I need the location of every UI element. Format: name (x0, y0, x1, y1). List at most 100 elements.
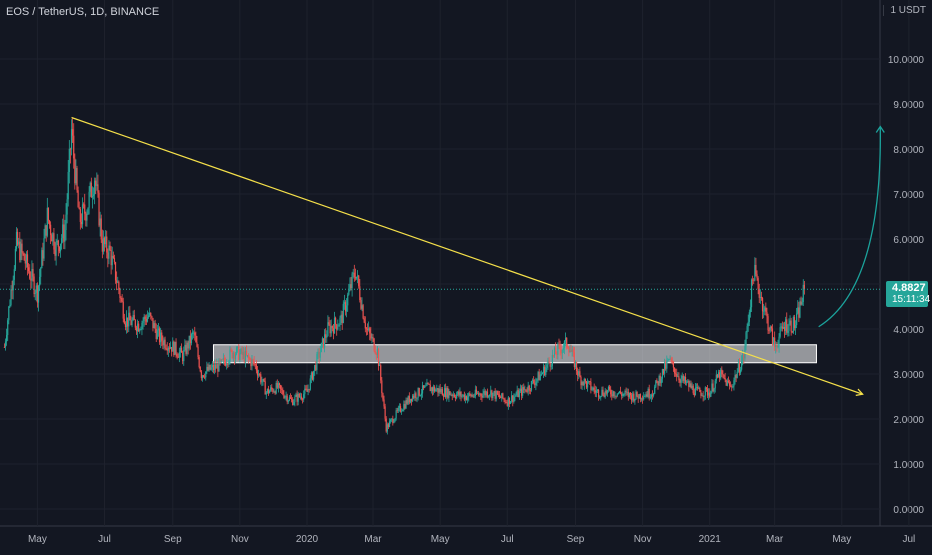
currency-unit-label[interactable]: 1 USDT (883, 5, 926, 16)
candle-body (385, 418, 387, 432)
candle-body (714, 380, 716, 389)
candle-body (139, 329, 141, 332)
candle-body (249, 358, 251, 360)
candle-body (775, 345, 777, 348)
candle-body (48, 220, 51, 225)
candle-body (662, 368, 665, 374)
candle-body (107, 252, 109, 259)
candle-body (219, 359, 221, 362)
candle-body (552, 354, 555, 356)
candle-body (666, 360, 668, 369)
candle-body (440, 389, 442, 393)
candle-body (561, 350, 563, 354)
candle-body (743, 354, 745, 359)
candle-body (310, 372, 313, 379)
candle-body (101, 239, 103, 252)
candle-body (445, 388, 447, 398)
candle-body (788, 323, 790, 331)
candle-body (601, 389, 603, 396)
candle-body (106, 236, 108, 253)
candle-body (644, 396, 646, 398)
candle-body (39, 276, 41, 286)
candle-body (375, 353, 377, 355)
candle-body (23, 253, 25, 261)
candle-body (145, 319, 147, 322)
candle-body (289, 397, 292, 399)
candle-body (53, 233, 55, 250)
candle-body (386, 424, 388, 432)
candle-body (675, 373, 677, 375)
candle-body (193, 332, 195, 334)
candle-body (293, 402, 295, 405)
candle-body (454, 396, 457, 399)
candle-body (651, 394, 654, 396)
candle-body (779, 327, 781, 337)
candle-body (257, 374, 260, 376)
candle-body (168, 347, 171, 349)
candle-body (560, 349, 562, 354)
candle-body (727, 380, 730, 383)
candle-body (169, 347, 172, 349)
candle-body (665, 362, 667, 369)
candle-body (686, 381, 688, 383)
candle-body (536, 378, 538, 382)
candle-body (373, 338, 375, 352)
candle-body (299, 396, 301, 398)
candle-body (116, 280, 118, 283)
symbol-title[interactable]: EOS / TetherUS, 1D, BINANCE (6, 6, 160, 18)
candle-countdown: 15:11:34 (892, 294, 931, 305)
candle-body (91, 195, 94, 198)
candle-body (80, 221, 83, 225)
candle-body (287, 400, 289, 402)
candle-body (534, 383, 536, 386)
candle-body (63, 224, 65, 242)
candle-body (150, 312, 152, 317)
candle-body (759, 296, 761, 298)
candle-body (77, 190, 79, 208)
candle-body (149, 312, 151, 316)
candle-body (437, 388, 439, 393)
candle-body (374, 351, 376, 354)
candle-body (603, 395, 605, 397)
candle-body (599, 396, 601, 398)
candle-body (21, 243, 23, 253)
candle-body (551, 354, 553, 366)
candle-body (262, 379, 264, 382)
candle-body (238, 346, 240, 360)
candle-body (96, 184, 98, 186)
candle-body (226, 363, 228, 366)
candle-body (459, 391, 461, 396)
candle-body (634, 398, 636, 402)
candle-body (132, 315, 134, 321)
candle-body (673, 367, 676, 374)
candle-body (146, 317, 149, 322)
candle-body (120, 297, 122, 299)
candle-body (769, 326, 771, 331)
x-tick-label: Jul (501, 534, 514, 545)
candle-body (227, 363, 229, 365)
candle-body (715, 374, 717, 381)
candle-body (643, 396, 645, 400)
candle-body (185, 344, 187, 354)
candle-body (20, 243, 22, 261)
candle-body (274, 391, 276, 394)
candle-body (668, 359, 670, 360)
candle-body (406, 400, 408, 404)
candle-body (617, 393, 619, 394)
candle-body (86, 214, 88, 221)
candle-body (461, 395, 463, 397)
candle-body (233, 352, 235, 359)
candle-body (42, 250, 44, 259)
candle-body (361, 305, 363, 309)
candle-body (681, 375, 683, 379)
candle-body (29, 271, 31, 279)
candle-body (591, 389, 593, 391)
candle-body (97, 184, 99, 193)
candle-body (30, 278, 32, 281)
candle-body (391, 418, 393, 420)
candle-body (15, 231, 18, 249)
candle-body (54, 249, 56, 256)
candle-body (342, 303, 344, 324)
